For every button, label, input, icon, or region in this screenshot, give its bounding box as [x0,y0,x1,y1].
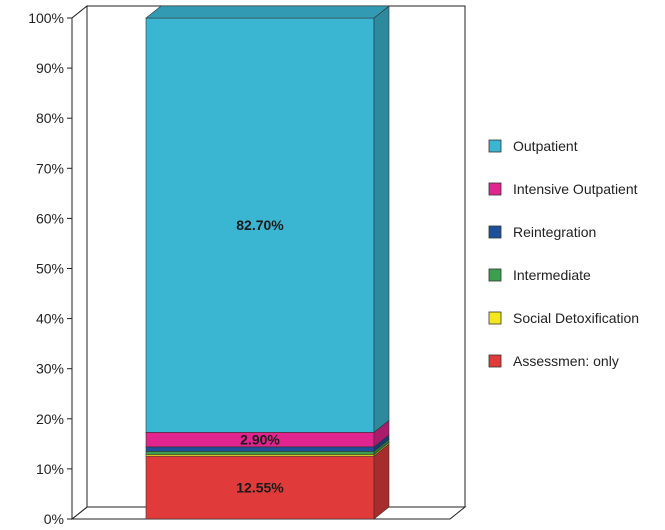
legend-item: Reintegration [488,224,596,240]
legend-swatch [488,354,502,368]
y-tick-label: 50% [36,261,64,277]
legend-swatch [488,139,502,153]
legend-label: Reintegration [513,224,596,240]
legend-label: Intermediate [513,267,591,283]
y-tick-label: 90% [36,60,64,76]
y-tick-label: 20% [36,411,64,427]
segment-labels: 12.55% 2.90% 82.70% [236,217,284,495]
side-wall [71,4,88,521]
legend-swatch [488,225,502,239]
bar-segment [145,5,390,433]
bar-front-face [145,455,375,520]
bar-front-face [145,17,375,433]
y-tick-label: 80% [36,110,64,126]
y-tick-label: 40% [36,311,64,327]
legend-item: Intensive Outpatient [488,181,638,197]
bar-segments [145,5,390,520]
legend-label: Intensive Outpatient [513,181,638,197]
legend-swatch [488,182,502,196]
legend-item: Intermediate [488,267,591,283]
y-tick-label: 30% [36,361,64,377]
legend-item: Outpatient [488,138,578,154]
legend-item: Social Detoxification [488,310,639,326]
legend-label: Assessmen: only [513,353,619,369]
bar-top-face [145,5,390,19]
legend-item: Assessmen: only [488,353,619,369]
bar-side-face [373,5,390,433]
bar-front-face [145,451,375,455]
legend-label: Outpatient [513,138,578,154]
y-tick-label: 0% [44,511,64,527]
legend: Outpatient Intensive Outpatient Reintegrat… [488,138,639,369]
segment-value-label: 2.90% [240,432,280,448]
legend-label: Social Detoxification [513,310,639,326]
y-tick-label: 70% [36,160,64,176]
y-tick-label: 60% [36,210,64,226]
segment-value-label: 12.55% [236,480,284,496]
legend-swatch [488,311,502,325]
y-tick-label: 10% [36,461,64,477]
legend-swatch [488,268,502,282]
y-axis-ticks: 0% 10% 20% 30% 40% 50% 60% 70% 80% 90% 100% [28,10,72,527]
bar-side-face [373,443,390,520]
y-tick-label: 100% [28,10,64,26]
segment-value-label: 82.70% [236,217,284,233]
